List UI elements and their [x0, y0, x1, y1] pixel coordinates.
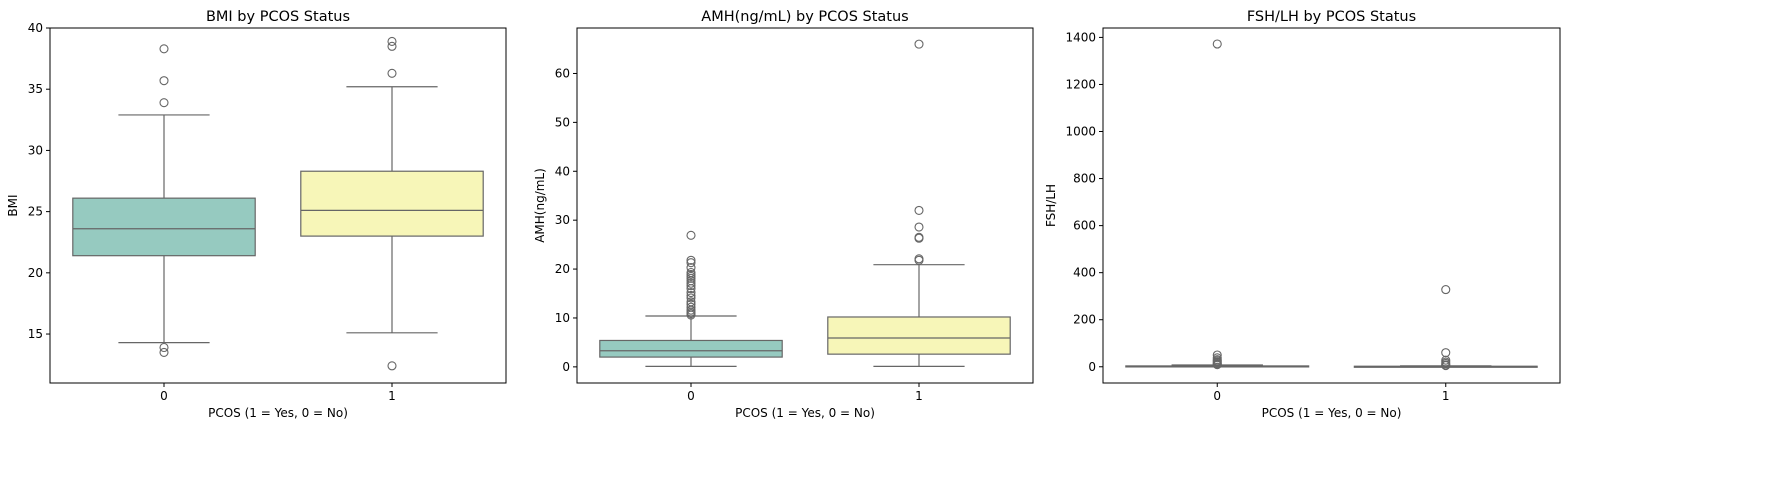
x-tick-label: 0 — [160, 389, 168, 403]
y-tick-label: 1400 — [1065, 30, 1096, 44]
x-tick-label: 1 — [915, 389, 923, 403]
chart-title: AMH(ng/mL) by PCOS Status — [701, 9, 908, 25]
outlier-point — [686, 278, 696, 288]
outlier-point — [914, 222, 924, 232]
box-iqr — [827, 316, 1011, 355]
outlier-point — [914, 205, 924, 215]
plot-frame — [49, 27, 507, 384]
x-tick-label: 0 — [1213, 389, 1221, 403]
plot-frame — [1102, 27, 1561, 384]
box-iqr — [300, 170, 484, 237]
y-tick-label: 0 — [562, 360, 570, 374]
y-tick-label: 60 — [555, 66, 570, 80]
outlier-point — [387, 36, 397, 47]
plot-frame — [576, 27, 1034, 384]
y-axis-label: BMI — [6, 194, 20, 216]
outlier-point — [686, 281, 696, 291]
box-iqr — [72, 197, 256, 257]
y-axis-label: FSH/LH — [1044, 184, 1058, 227]
outlier-point — [686, 263, 696, 273]
y-tick-label: 800 — [1073, 172, 1096, 186]
chart-panel-fsh-lh: FSH/LH by PCOS Status PCOS (1 = Yes, 0 =… — [1044, 9, 1561, 420]
outlier-point — [159, 347, 169, 357]
outlier-point — [1212, 350, 1222, 360]
outlier-point — [686, 290, 696, 301]
outlier-point — [686, 258, 696, 268]
y-tick-label: 1200 — [1065, 77, 1096, 91]
y-tick-label: 15 — [28, 327, 43, 341]
outlier-point — [1212, 353, 1222, 363]
x-axis-label: PCOS (1 = Yes, 0 = No) — [735, 406, 875, 420]
chart-panel-amh: AMH(ng/mL) by PCOS Status PCOS (1 = Yes,… — [533, 9, 1034, 420]
outlier-point — [387, 41, 397, 51]
chart-panel-bmi: BMI by PCOS Status PCOS (1 = Yes, 0 = No… — [6, 9, 507, 420]
y-tick-label: 30 — [555, 213, 570, 227]
outlier-point — [914, 254, 924, 264]
y-tick-label: 35 — [28, 82, 43, 96]
y-tick-label: 40 — [555, 164, 570, 178]
chart-title: BMI by PCOS Status — [206, 9, 350, 25]
y-tick-label: 25 — [28, 205, 43, 219]
y-tick-label: 200 — [1073, 313, 1096, 327]
y-axis-label: AMH(ng/mL) — [533, 168, 547, 243]
outlier-point — [1212, 39, 1222, 49]
outlier-point — [159, 44, 169, 54]
outlier-point — [387, 361, 397, 371]
chart-title: FSH/LH by PCOS Status — [1247, 9, 1416, 25]
outlier-point — [686, 293, 696, 303]
y-tick-label: 40 — [28, 21, 43, 35]
x-tick-label: 0 — [687, 389, 695, 403]
box-iqr — [599, 339, 783, 358]
x-tick-label: 1 — [388, 389, 396, 403]
y-tick-label: 10 — [555, 311, 570, 325]
outlier-point — [1441, 348, 1451, 358]
y-tick-label: 0 — [1088, 360, 1096, 374]
outlier-point — [686, 287, 696, 298]
outlier-point — [686, 299, 696, 309]
y-tick-label: 400 — [1073, 266, 1096, 280]
y-tick-label: 1000 — [1065, 125, 1096, 139]
outlier-point — [686, 267, 696, 278]
y-tick-label: 50 — [555, 115, 570, 129]
x-tick-label: 1 — [1442, 389, 1450, 403]
outlier-point — [914, 232, 924, 242]
y-tick-label: 20 — [555, 262, 570, 276]
outlier-point — [387, 68, 397, 78]
y-tick-label: 20 — [28, 266, 43, 280]
outlier-point — [159, 98, 169, 108]
outlier-point — [686, 255, 696, 265]
outlier-point — [159, 76, 169, 86]
outlier-point — [686, 230, 696, 240]
outlier-point — [686, 297, 696, 307]
outlier-point — [914, 39, 924, 49]
y-tick-label: 600 — [1073, 219, 1096, 233]
x-axis-label: PCOS (1 = Yes, 0 = No) — [208, 406, 348, 420]
outlier-point — [159, 342, 169, 353]
outlier-point — [1441, 285, 1451, 295]
x-axis-label: PCOS (1 = Yes, 0 = No) — [1262, 406, 1402, 420]
y-tick-label: 30 — [28, 143, 43, 157]
outlier-point — [686, 302, 696, 312]
